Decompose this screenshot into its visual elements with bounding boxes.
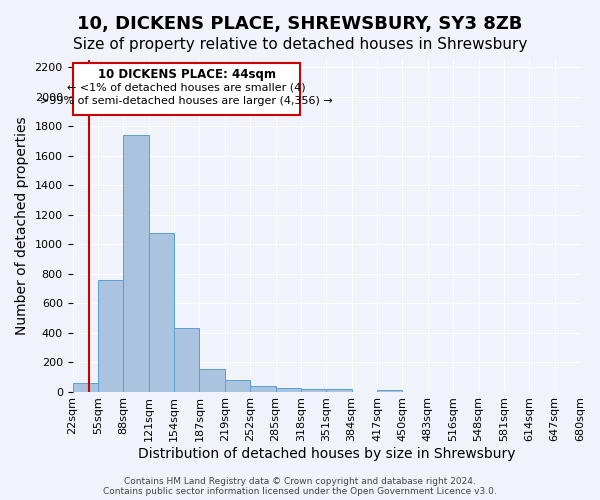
Bar: [98, 280, 123, 392]
Bar: [301, 388, 326, 392]
Text: ← <1% of detached houses are smaller (4): ← <1% of detached houses are smaller (4): [67, 82, 306, 92]
Text: Contains HM Land Registry data © Crown copyright and database right 2024.: Contains HM Land Registry data © Crown c…: [124, 477, 476, 486]
X-axis label: Distribution of detached houses by size in Shrewsbury: Distribution of detached houses by size …: [137, 447, 515, 461]
Bar: [225, 380, 250, 392]
Bar: [275, 388, 301, 392]
Bar: [123, 135, 149, 392]
Bar: [326, 390, 352, 392]
Bar: [250, 386, 275, 392]
FancyBboxPatch shape: [73, 63, 300, 114]
Bar: [73, 384, 98, 392]
Text: Contains public sector information licensed under the Open Government Licence v3: Contains public sector information licen…: [103, 487, 497, 496]
Bar: [377, 390, 403, 392]
Text: Size of property relative to detached houses in Shrewsbury: Size of property relative to detached ho…: [73, 38, 527, 52]
Y-axis label: Number of detached properties: Number of detached properties: [15, 116, 29, 335]
Text: 10 DICKENS PLACE: 44sqm: 10 DICKENS PLACE: 44sqm: [98, 68, 276, 80]
Bar: [199, 368, 225, 392]
Text: >99% of semi-detached houses are larger (4,356) →: >99% of semi-detached houses are larger …: [40, 96, 333, 106]
Text: 10, DICKENS PLACE, SHREWSBURY, SY3 8ZB: 10, DICKENS PLACE, SHREWSBURY, SY3 8ZB: [77, 15, 523, 33]
Bar: [174, 328, 199, 392]
Bar: [149, 233, 174, 392]
